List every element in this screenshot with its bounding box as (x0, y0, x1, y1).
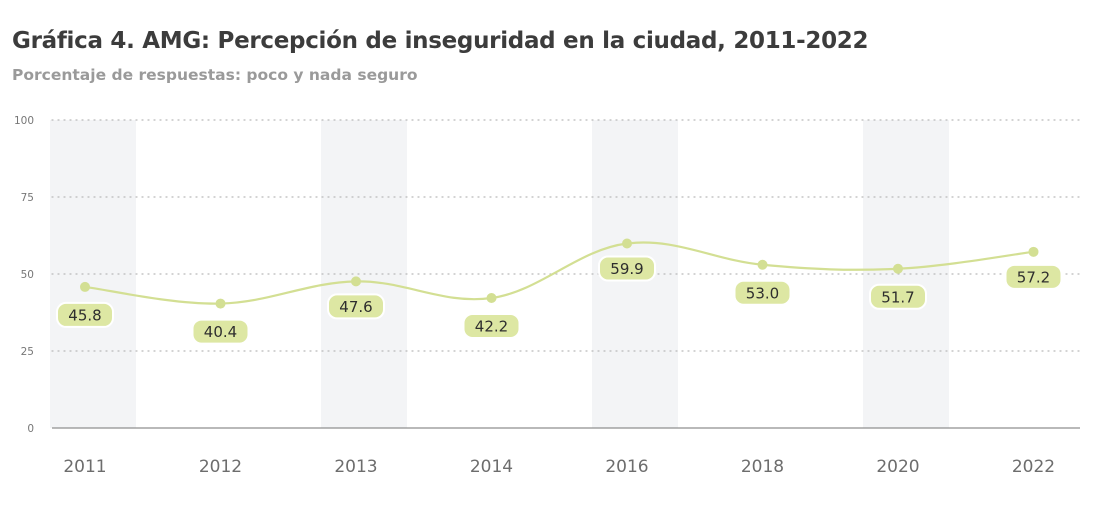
data-point (893, 263, 903, 274)
data-point (80, 281, 90, 292)
x-tick-label: 2011 (63, 457, 106, 477)
y-tick-label: 50 (21, 269, 34, 281)
x-tick-label: 2020 (876, 457, 919, 477)
x-tick-label: 2014 (470, 457, 513, 477)
data-label-bg (191, 318, 250, 345)
data-label: 42.2 (462, 313, 521, 340)
y-tick-label: 100 (14, 115, 34, 127)
data-label: 57.2 (1004, 263, 1063, 290)
data-label: 47.6 (327, 293, 385, 320)
data-label: 45.8 (56, 301, 114, 328)
data-label-bg (598, 255, 656, 282)
data-label-bg (869, 283, 927, 310)
data-label-text: 40.4 (204, 323, 237, 341)
data-label-text: 45.8 (68, 306, 101, 324)
column-band (863, 120, 949, 428)
data-label: 40.4 (191, 318, 250, 345)
data-label-text: 51.7 (881, 288, 914, 306)
y-tick-label: 75 (21, 192, 34, 204)
chart-subtitle: Porcentaje de respuestas: poco y nada se… (12, 66, 418, 84)
data-point (622, 238, 632, 249)
x-tick-label: 2018 (741, 457, 784, 477)
column-band (50, 120, 136, 428)
data-label: 53.0 (733, 279, 792, 306)
y-tick-label: 25 (21, 346, 34, 358)
data-point (1028, 246, 1039, 257)
data-label-bg (1004, 263, 1063, 290)
x-tick-label: 2013 (334, 457, 377, 477)
data-label-text: 57.2 (1017, 268, 1050, 286)
data-label-bg (327, 293, 385, 320)
x-tick-label: 2022 (1012, 457, 1055, 477)
data-label: 51.7 (869, 283, 927, 310)
data-label-text: 42.2 (475, 318, 508, 336)
data-point (757, 259, 768, 270)
chart-title: Gráfica 4. AMG: Percepción de insegurida… (12, 28, 869, 54)
data-label-bg (462, 313, 521, 340)
x-tick-label: 2016 (605, 457, 648, 477)
data-label: 59.9 (598, 255, 656, 282)
series-line (84, 241, 1034, 305)
data-label-bg (56, 301, 114, 328)
data-label-text: 53.0 (746, 284, 779, 302)
data-point (215, 298, 226, 309)
data-point (351, 276, 361, 287)
x-tick-label: 2012 (199, 457, 242, 477)
data-label-text: 59.9 (610, 260, 643, 278)
y-tick-label: 0 (27, 423, 34, 435)
data-point (486, 293, 497, 304)
data-label-bg (733, 279, 792, 306)
data-label-text: 47.6 (339, 298, 372, 316)
